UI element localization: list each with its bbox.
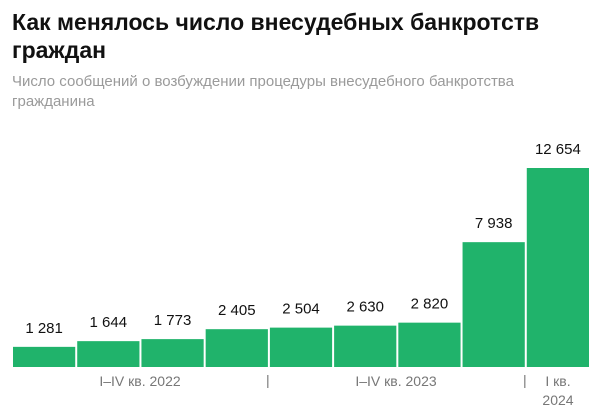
bar [205, 329, 268, 367]
bar [462, 242, 525, 367]
value-label: 7 938 [475, 215, 513, 232]
bar [526, 168, 589, 367]
group-label: I–IV кв. 2023 [355, 373, 437, 389]
value-label: 2 820 [411, 296, 449, 313]
value-label: 1 773 [154, 312, 192, 329]
chart-subtitle: Число сообщений о возбуждении процедуры … [12, 73, 514, 110]
bar [141, 339, 204, 367]
group-label: I кв. 2024 [542, 373, 574, 408]
value-label: 1 281 [25, 320, 63, 337]
bar [269, 327, 333, 367]
value-label: 12 654 [535, 141, 581, 158]
group-label: I–IV кв. 2022 [99, 373, 181, 389]
bar [334, 325, 397, 367]
chart-title: Как менялось число внесудебных банкротст… [12, 9, 540, 63]
value-label: 2 630 [346, 299, 384, 316]
bar [398, 322, 461, 367]
value-label: 2 405 [218, 302, 256, 319]
value-label: 2 504 [282, 301, 320, 318]
bar [77, 341, 140, 367]
bar [13, 346, 76, 367]
group-separator: | [523, 372, 527, 388]
group-separator: | [266, 372, 270, 388]
value-label: 1 644 [90, 314, 128, 331]
